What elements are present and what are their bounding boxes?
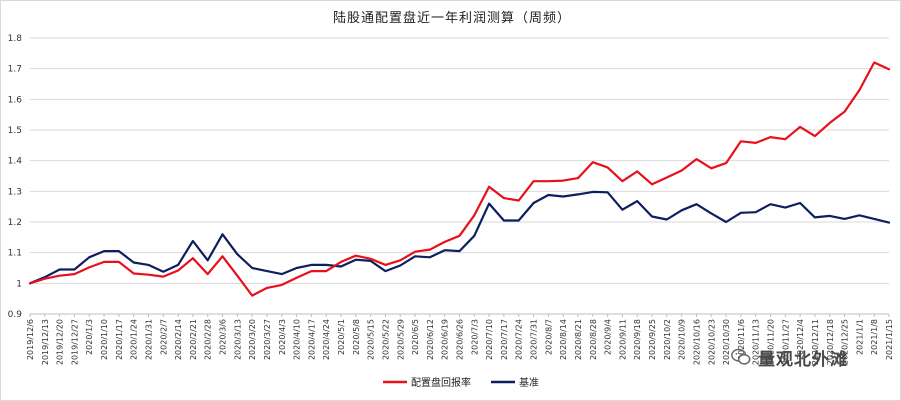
- x-tick-label: 2021/1/8: [870, 319, 879, 355]
- legend-label-0: 配置盘回报率: [411, 376, 471, 389]
- series-lines: [28, 61, 891, 297]
- y-tick-label: 1.6: [8, 95, 23, 105]
- x-tick-label: 2020/12/11: [811, 319, 820, 365]
- x-tick-label: 2020/8/14: [559, 319, 568, 360]
- x-tick-label: 2020/5/29: [396, 319, 405, 360]
- x-tick-label: 2020/3/13: [233, 319, 242, 360]
- gridlines: [30, 37, 889, 315]
- x-tick-label: 2020/1/31: [144, 319, 153, 360]
- x-tick-label: 2020/7/17: [500, 319, 509, 360]
- x-tick-label: 2020/5/15: [367, 319, 376, 360]
- x-tick-label: 2020/4/3: [278, 319, 287, 355]
- x-tick-label: 2020/4/10: [293, 319, 302, 360]
- series-line-1: [28, 190, 891, 285]
- chart-title: 陆股通配置盘近一年利润测算（周频）: [333, 10, 571, 26]
- x-tick-label: 2020/2/7: [159, 319, 168, 355]
- x-tick-label: 2021/1/1: [855, 319, 864, 355]
- y-tick-label: 1: [16, 279, 22, 289]
- watermark-text: 量观北外滩: [758, 349, 848, 370]
- x-tick-label: 2020/7/3: [470, 319, 479, 355]
- y-axis: 0.9 1 1.1 1.2 1.3 1.4 1.5 1.6 1.7 1.8: [8, 34, 23, 320]
- x-tick-label: 2020/10/23: [707, 319, 716, 365]
- x-tick-label: 2020/11/13: [752, 319, 761, 365]
- x-tick-label: 2020/2/28: [204, 319, 213, 360]
- series-line-0: [28, 61, 891, 297]
- x-tick-label: 2019/12/20: [56, 319, 65, 365]
- x-tick-label: 2020/6/26: [456, 319, 465, 360]
- x-tick-label: 2021/1/15: [885, 319, 894, 360]
- x-tick-label: 2020/6/5: [411, 319, 420, 355]
- x-tick-label: 2020/1/17: [115, 319, 124, 360]
- x-tick-label: 2020/7/24: [515, 319, 524, 360]
- x-tick-label: 2020/4/24: [322, 319, 331, 360]
- wechat-icon: [731, 348, 751, 365]
- x-tick-label: 2020/10/9: [678, 319, 687, 360]
- x-tick-label: 2019/12/27: [70, 319, 79, 365]
- x-tick-label: 2020/5/1: [337, 319, 346, 355]
- x-tick-label: 2019/12/6: [26, 319, 35, 360]
- x-tick-label: 2020/7/31: [530, 319, 539, 360]
- x-tick-label: 2020/9/25: [648, 319, 657, 360]
- x-tick-label: 2020/5/8: [352, 319, 361, 355]
- legend: 配置盘回报率 基准: [383, 376, 539, 389]
- x-tick-label: 2020/3/27: [263, 319, 272, 360]
- x-tick-label: 2020/1/10: [100, 319, 109, 360]
- x-tick-label: 2020/6/12: [426, 319, 435, 360]
- x-tick-label: 2020/5/22: [381, 319, 390, 360]
- x-tick-label: 2020/11/27: [781, 319, 790, 365]
- y-tick-label: 0.9: [8, 310, 23, 320]
- x-tick-label: 2020/12/18: [826, 319, 835, 365]
- x-tick-label: 2020/2/14: [174, 319, 183, 360]
- y-tick-label: 1.8: [8, 34, 23, 44]
- x-tick-label: 2020/6/19: [441, 319, 450, 360]
- y-tick-label: 1.7: [8, 65, 22, 75]
- x-tick-label: 2020/10/30: [722, 319, 731, 365]
- y-tick-label: 1.5: [8, 126, 22, 136]
- x-tick-label: 2020/3/20: [248, 319, 257, 360]
- y-tick-label: 1.1: [8, 249, 22, 259]
- x-tick-label: 2020/9/11: [618, 319, 627, 360]
- x-tick-label: 2019/12/13: [41, 319, 50, 365]
- x-tick-label: 2020/12/25: [841, 319, 850, 365]
- x-tick-label: 2020/1/24: [130, 319, 139, 360]
- x-tick-label: 2020/11/6: [737, 319, 746, 360]
- x-tick-label: 2020/10/2: [663, 319, 672, 360]
- y-tick-label: 1.3: [8, 187, 22, 197]
- legend-label-1: 基准: [519, 376, 539, 389]
- x-tick-label: 2020/8/28: [589, 319, 598, 360]
- x-tick-label: 2020/4/17: [307, 319, 316, 360]
- y-tick-label: 1.2: [8, 218, 22, 228]
- x-tick-label: 2020/3/6: [219, 319, 228, 355]
- x-axis: 2019/12/6 2019/12/13 2019/12/20 2019/12/27 2…: [26, 313, 894, 365]
- x-tick-label: 2020/9/18: [633, 319, 642, 360]
- x-tick-label: 2020/8/21: [574, 319, 583, 360]
- x-tick-label: 2020/10/16: [692, 319, 701, 365]
- y-tick-label: 1.4: [8, 157, 23, 167]
- x-tick-label: 2020/8/7: [544, 319, 553, 355]
- x-tick-label: 2020/2/21: [189, 319, 198, 360]
- x-tick-label: 2020/7/10: [485, 319, 494, 360]
- x-tick-label: 2020/9/4: [604, 319, 613, 355]
- x-tick-label: 2020/11/20: [767, 319, 776, 365]
- watermark: 量观北外滩: [730, 345, 848, 370]
- x-tick-label: 2020/1/3: [85, 319, 94, 355]
- x-tick-label: 2020/12/4: [796, 319, 805, 360]
